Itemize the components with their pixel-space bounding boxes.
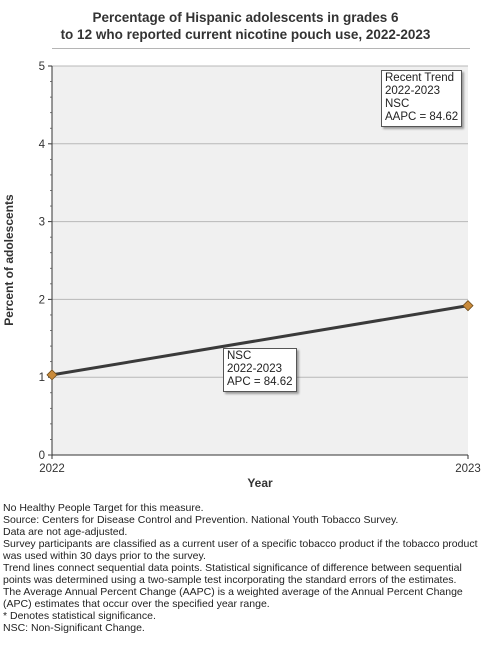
- recent-trend-box: Recent Trend 2022-2023 NSC AAPC = 84.62: [381, 70, 463, 127]
- footnote: Data are not age-adjusted.: [3, 526, 128, 538]
- recent-trend-line-4: AAPC = 84.62: [385, 111, 459, 123]
- y-tick-label: 1: [39, 372, 45, 384]
- series: [46, 300, 474, 381]
- x-axis-title: Year: [247, 476, 273, 490]
- segment-annotation-line-2: 2022-2023: [227, 363, 282, 375]
- footnote: No Healthy People Target for this measur…: [3, 502, 204, 514]
- data-point-marker: [46, 369, 58, 381]
- x-tick-label: 2023: [455, 463, 481, 475]
- chart-title-line-2: to 12 who reported current nicotine pouc…: [60, 27, 431, 42]
- footnote: Survey participants are classified as a …: [3, 538, 478, 562]
- y-tick-label: 0: [39, 450, 45, 462]
- y-tick-label: 2: [39, 294, 45, 306]
- axes: [51, 66, 468, 456]
- chart-title-line-1: Percentage of Hispanic adolescents in gr…: [92, 10, 399, 25]
- y-tick-label: 4: [39, 139, 46, 151]
- y-tick-label: 3: [39, 217, 45, 229]
- footnote: * Denotes statistical significance.: [3, 610, 156, 622]
- segment-annotation-box: NSC 2022-2023 APC = 84.62: [223, 348, 297, 392]
- x-tick-label: 2022: [39, 463, 65, 475]
- recent-trend-line-2: 2022-2023: [385, 85, 440, 97]
- y-axis-ticks: 0 1 2 3 4 5: [39, 61, 52, 462]
- segment-annotation-line-3: APC = 84.62: [227, 376, 293, 388]
- recent-trend-line-1: Recent Trend: [385, 72, 455, 84]
- series-line: [51, 304, 469, 377]
- recent-trend-line-3: NSC: [385, 98, 410, 110]
- segment-annotation-line-1: NSC: [227, 350, 252, 362]
- footnotes: No Healthy People Target for this measur…: [3, 502, 491, 634]
- y-tick-label: 5: [39, 61, 45, 73]
- title-divider: [52, 48, 470, 49]
- y-axis-title-text: Percent of adolescents: [2, 194, 16, 326]
- data-point-marker: [462, 300, 474, 312]
- chart-title: Percentage of Hispanic adolescents in gr…: [0, 9, 491, 43]
- footnote: Trend lines connect sequential data poin…: [3, 562, 462, 586]
- x-axis-ticks: 2022 2023: [39, 455, 481, 475]
- gridlines: [52, 65, 468, 378]
- footnote: NSC: Non-Significant Change.: [3, 622, 145, 634]
- footnote: Source: Centers for Disease Control and …: [3, 514, 399, 526]
- footnote: The Average Annual Percent Change (AAPC)…: [3, 586, 463, 610]
